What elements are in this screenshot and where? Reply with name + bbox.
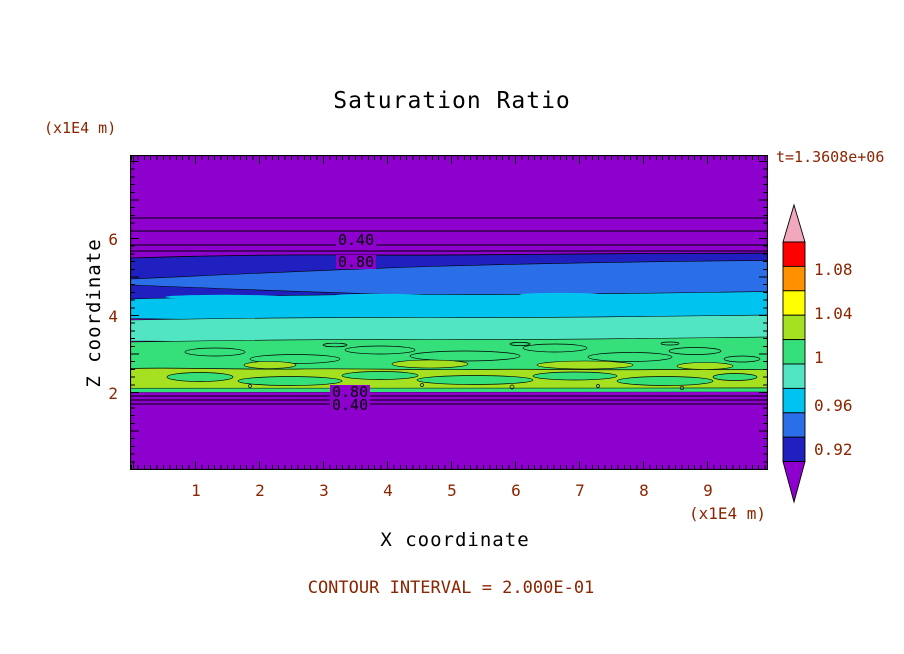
colorbar-segment-orange	[782, 265, 806, 292]
plot-area: 0.40 0.80 0.80 0.40	[130, 155, 768, 470]
x-tick-label: 7	[575, 481, 585, 500]
cyan-wisps	[165, 292, 600, 300]
z-tick-label: 6	[108, 230, 118, 249]
colorbar-segment-yellow	[782, 290, 806, 316]
band-green-thin	[130, 387, 768, 393]
band-purple-bottom	[130, 392, 768, 470]
green-band-contour-blobs	[184, 341, 761, 364]
colorbar-label: 1.08	[814, 260, 853, 279]
x-tick-label: 2	[255, 481, 265, 500]
x-axis-units: (x1E4 m)	[689, 504, 767, 523]
colorbar-segment-blue	[782, 412, 806, 438]
contour-label-040-lower: 0.40	[330, 396, 371, 414]
colorbar-segment-turquoise	[782, 363, 806, 389]
contour-label-040-upper: 0.40	[336, 231, 377, 249]
contour-label-080-upper: 0.80	[336, 253, 377, 271]
time-annotation: t=1.3608e+06	[776, 148, 885, 166]
x-tick-label: 4	[383, 481, 393, 500]
upper-contour-lines	[130, 217, 768, 252]
colorbar-segment-red	[782, 241, 806, 267]
z-axis-units: (x1E4 m)	[44, 119, 117, 137]
colorbar	[782, 203, 806, 504]
colorbar-segment-navy	[782, 436, 806, 463]
z-tick-label: 2	[108, 384, 118, 403]
band-blue	[130, 260, 768, 298]
contour-label-080-lower: 0.80	[330, 383, 371, 401]
contour-interval-note: CONTOUR INTERVAL = 2.000E-01	[307, 578, 595, 598]
colorbar-segment-cyan	[782, 387, 806, 414]
contour-field	[130, 155, 768, 470]
x-tick-label: 1	[191, 481, 201, 500]
green-blobs	[166, 371, 758, 386]
colorbar-label: 1	[814, 348, 824, 367]
z-tick-label: 4	[108, 307, 118, 326]
colorbar-bottom-arrow	[782, 461, 806, 504]
colorbar-label: 0.96	[814, 396, 853, 415]
x-tick-label: 5	[447, 481, 457, 500]
x-tick-label: 8	[639, 481, 649, 500]
colorbar-label: 0.92	[814, 440, 853, 459]
x-tick-label: 9	[703, 481, 713, 500]
x-axis-label: X coordinate	[380, 529, 530, 551]
colorbar-segment-yellow-green	[782, 314, 806, 341]
x-tick-label: 6	[511, 481, 521, 500]
colorbar-label: 1.04	[814, 304, 853, 323]
chart-title: Saturation Ratio	[333, 88, 571, 114]
lower-contour-lines	[130, 395, 768, 405]
x-tick-label: 3	[319, 481, 329, 500]
yellow-green-blobs	[243, 359, 734, 370]
colorbar-top-arrow	[782, 203, 806, 243]
colorbar-segment-green	[782, 339, 806, 365]
